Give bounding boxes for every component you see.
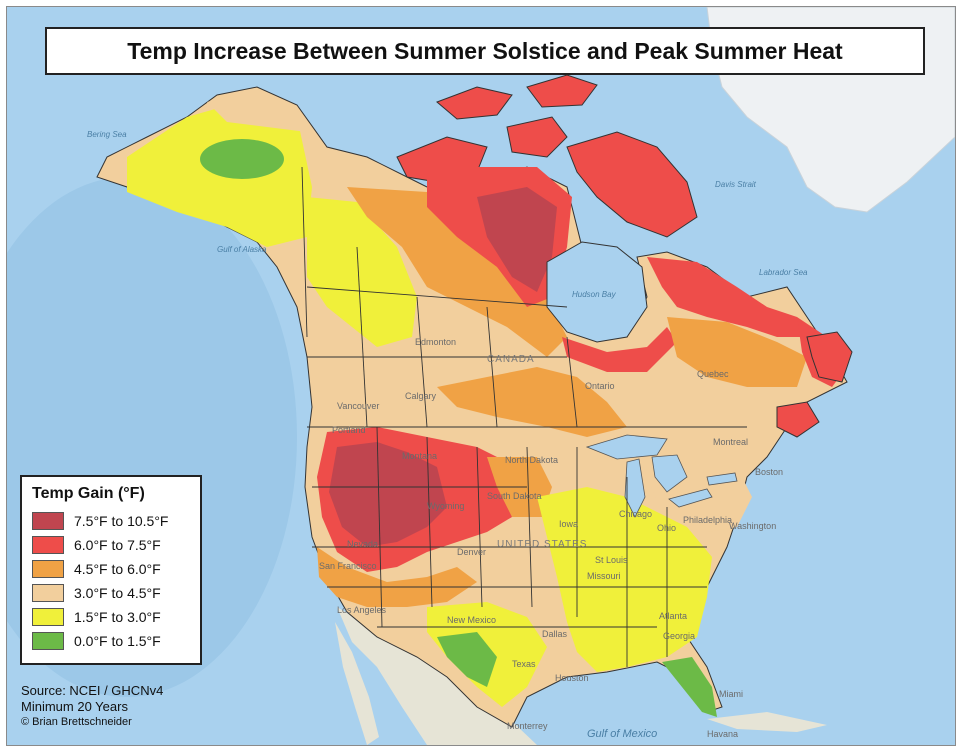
label-new-mexico: New Mexico	[447, 615, 496, 625]
label-boston: Boston	[755, 467, 783, 477]
label-texas: Texas	[512, 659, 536, 669]
legend-label: 0.0°F to 1.5°F	[74, 633, 161, 649]
nova-scotia-zone	[776, 401, 820, 438]
lake-ontario	[706, 472, 738, 486]
legend-swatch	[32, 584, 64, 602]
nunavut-zone-darkred	[477, 187, 557, 292]
florida-zone-green	[662, 657, 717, 717]
arctic-island-e	[526, 74, 598, 108]
legend-swatch	[32, 608, 64, 626]
legend-item: 6.0°F to 7.5°F	[32, 533, 190, 557]
source-years-line: Minimum 20 Years	[21, 699, 128, 714]
label-ontario: Ontario	[585, 381, 615, 391]
cuba	[707, 712, 827, 732]
label-georgia: Georgia	[663, 631, 695, 641]
label-north-dakota: North Dakota	[505, 455, 558, 465]
legend-label: 3.0°F to 4.5°F	[74, 585, 161, 601]
quebec-zone-orange	[667, 317, 807, 387]
yukon-bc-zone-yellow	[307, 197, 417, 347]
label-hudson-bay: Hudson Bay	[572, 290, 617, 299]
newfoundland	[806, 331, 853, 383]
legend-item: 0.0°F to 1.5°F	[32, 629, 190, 653]
label-south-dakota: South Dakota	[487, 491, 542, 501]
source-line: Source: NCEI / GHCNv4	[21, 683, 164, 698]
texas-zone-green	[437, 632, 497, 687]
label-philadelphia: Philadelphia	[683, 515, 732, 525]
legend-swatch	[32, 560, 64, 578]
label-missouri: Missouri	[587, 571, 621, 581]
us-west-orange-ring	[317, 547, 477, 607]
legend-swatch	[32, 512, 64, 530]
label-wyoming: Wyoming	[427, 501, 464, 511]
alaska-north-slope-peach	[207, 89, 307, 132]
credit-line: © Brian Brettschneider	[21, 716, 132, 728]
lake-huron	[651, 454, 688, 493]
alaska-zone-green	[200, 139, 284, 179]
label-iowa: Iowa	[559, 519, 578, 529]
label-atlanta: Atlanta	[659, 611, 687, 621]
label-davis-strait: Davis Strait	[715, 180, 757, 189]
legend: Temp Gain (°F) 7.5°F to 10.5°F 6.0°F to …	[20, 475, 202, 665]
legend-item: 3.0°F to 4.5°F	[32, 581, 190, 605]
political-borders	[301, 166, 747, 667]
arctic-island-b	[506, 116, 568, 158]
label-houston: Houston	[555, 673, 589, 683]
label-gulf-of-alaska: Gulf of Alaska	[217, 245, 267, 254]
label-miami: Miami	[719, 689, 743, 699]
label-quebec: Quebec	[697, 369, 729, 379]
legend-swatch	[32, 536, 64, 554]
source-note: Source: NCEI / GHCNv4 Minimum 20 Years ©…	[21, 683, 163, 729]
label-st-louis: St Louis	[595, 555, 628, 565]
hudson-bay	[546, 241, 648, 343]
legend-item: 1.5°F to 3.0°F	[32, 605, 190, 629]
arctic-island-c	[566, 131, 698, 238]
label-montana: Montana	[402, 451, 437, 461]
label-havana: Havana	[707, 729, 738, 739]
legend-title: Temp Gain (°F)	[32, 485, 145, 502]
legend-item: 4.5°F to 6.0°F	[32, 557, 190, 581]
label-edmonton: Edmonton	[415, 337, 456, 347]
lake-superior	[585, 434, 668, 460]
label-labrador-sea: Labrador Sea	[759, 268, 808, 277]
label-calgary: Calgary	[405, 391, 437, 401]
legend-swatch	[32, 632, 64, 650]
label-dallas: Dallas	[542, 629, 568, 639]
legend-label: 6.0°F to 7.5°F	[74, 537, 161, 553]
nw-territories-zone-orange	[347, 187, 567, 357]
label-chicago: Chicago	[619, 509, 652, 519]
legend-label: 4.5°F to 6.0°F	[74, 561, 161, 577]
map-title: Temp Increase Between Summer Solstice an…	[127, 37, 843, 64]
baja-peninsula	[335, 622, 379, 745]
lake-michigan	[624, 458, 646, 518]
label-ohio: Ohio	[657, 523, 676, 533]
legend-item: 7.5°F to 10.5°F	[32, 509, 190, 533]
legend-label: 7.5°F to 10.5°F	[74, 513, 169, 529]
map-frame: CANADA UNITED STATES Edmonton Calgary Va…	[6, 6, 956, 746]
quebec-north-zone-red	[647, 257, 807, 337]
label-monterrey: Monterrey	[507, 721, 548, 731]
label-montreal: Montreal	[713, 437, 748, 447]
lake-erie	[668, 488, 713, 508]
label-vancouver: Vancouver	[337, 401, 379, 411]
midwest-zone-yellow	[537, 487, 712, 672]
label-los-angeles: Los Angeles	[337, 605, 387, 615]
hudson-bay-rim-red	[562, 327, 677, 372]
label-denver: Denver	[457, 547, 486, 557]
arctic-island-d	[436, 86, 513, 120]
map-title-box: Temp Increase Between Summer Solstice an…	[45, 27, 925, 75]
label-bering-sea: Bering Sea	[87, 130, 127, 139]
label-nevada: Nevada	[347, 539, 378, 549]
label-united-states: UNITED STATES	[497, 539, 587, 550]
label-canada: CANADA	[487, 354, 535, 365]
legend-label: 1.5°F to 3.0°F	[74, 609, 161, 625]
prairie-zone-orange	[437, 367, 627, 437]
label-washington: Washington	[729, 521, 776, 531]
label-portland: Portland	[332, 425, 366, 435]
label-san-francisco: San Francisco	[319, 561, 377, 571]
us-west-zone-darkred	[329, 442, 447, 547]
label-gulf-of-mexico: Gulf of Mexico	[587, 728, 657, 740]
